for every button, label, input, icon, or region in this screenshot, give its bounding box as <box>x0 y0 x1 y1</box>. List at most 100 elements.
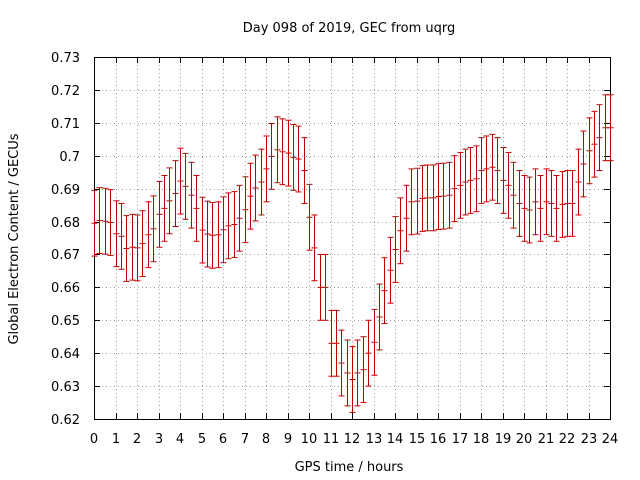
error-bar-point <box>96 187 103 254</box>
error-bar-point <box>215 201 222 269</box>
error-bar-point <box>311 214 318 282</box>
x-tick-label: 7 <box>241 432 249 447</box>
error-bar-point <box>424 164 431 232</box>
x-tick-label: 12 <box>344 432 361 447</box>
chart-title: Day 098 of 2019, GEC from uqrg <box>243 21 456 36</box>
y-tick-label: 0.66 <box>51 281 80 296</box>
x-tick-label: 1 <box>112 432 120 447</box>
error-bar-point <box>242 176 249 244</box>
x-tick-label: 23 <box>581 432 598 447</box>
y-tick-label: 0.7 <box>59 150 80 165</box>
y-axis-label: Global Electron Content / GECUs <box>7 133 22 344</box>
x-axis-label: GPS time / hours <box>295 460 404 475</box>
x-tick-label: 14 <box>387 432 404 447</box>
error-bar-point <box>274 116 281 184</box>
error-bar-point <box>559 171 566 238</box>
x-tick-label: 20 <box>516 432 533 447</box>
error-bar-point <box>139 210 146 278</box>
error-bar-point <box>220 196 227 264</box>
error-bar-point <box>473 145 480 213</box>
error-bar-point <box>457 151 464 219</box>
error-bar-point <box>462 148 469 216</box>
x-tick-label: 17 <box>452 432 469 447</box>
x-tick-label: 21 <box>538 432 555 447</box>
error-bar-point <box>414 167 421 235</box>
error-bar-point <box>118 202 125 270</box>
error-bar-point <box>172 160 179 227</box>
error-bar-point <box>397 197 404 265</box>
error-bar-point <box>580 130 587 198</box>
error-bar-point <box>263 135 270 203</box>
error-bar-point <box>392 216 399 283</box>
error-bar-point <box>193 174 200 242</box>
error-bar-point <box>354 339 361 407</box>
x-tick-label: 11 <box>323 432 340 447</box>
error-bar-point <box>381 257 388 325</box>
x-tick-label: 6 <box>219 432 227 447</box>
error-bar-point <box>290 123 297 191</box>
error-bar-point <box>403 184 410 252</box>
error-bar-point <box>365 319 372 387</box>
error-bar-point <box>338 329 345 397</box>
error-bar-point <box>123 215 130 282</box>
y-tick-label: 0.65 <box>51 314 80 329</box>
x-tick-label: 2 <box>133 432 141 447</box>
error-bar-point <box>591 110 598 178</box>
error-bar-point <box>387 236 394 304</box>
error-bar-point <box>209 201 216 269</box>
error-bars <box>91 94 614 413</box>
x-tick-label: 0 <box>90 432 98 447</box>
x-tick-label: 15 <box>409 432 426 447</box>
error-bar-point <box>548 170 555 237</box>
error-bar-point <box>188 161 195 229</box>
error-bar-point <box>129 213 136 281</box>
error-bar-point <box>451 155 458 223</box>
error-bar-point <box>607 94 614 162</box>
error-bar-point <box>510 161 517 229</box>
y-tick-label: 0.68 <box>51 216 80 231</box>
error-bar-point <box>489 133 496 201</box>
error-bar-point <box>145 201 152 269</box>
error-bar-point <box>252 154 259 222</box>
error-bar-point <box>333 309 340 377</box>
x-tick-label: 4 <box>176 432 184 447</box>
error-bar-point <box>177 147 184 215</box>
x-tick-label: 9 <box>284 432 292 447</box>
y-tick-label: 0.72 <box>51 84 80 99</box>
x-tick-label: 13 <box>366 432 383 447</box>
error-bar-point <box>446 161 453 229</box>
error-bar-point <box>553 174 560 242</box>
x-tick-label: 16 <box>430 432 447 447</box>
error-bar-point <box>258 148 265 216</box>
error-bar-point <box>322 253 329 321</box>
error-bar-point <box>247 162 254 230</box>
error-bar-point <box>102 187 109 255</box>
error-bar-point <box>204 200 211 268</box>
axis-ticks: 0 1 2 3 4 5 6 7 8 9 10 11 12 13 14 15 16 17 18 19 20 21 22 23 24… <box>51 51 618 447</box>
error-bar-point <box>569 170 576 237</box>
error-bar-point <box>483 135 490 203</box>
x-tick-label: 18 <box>473 432 490 447</box>
error-bar-point <box>376 283 383 351</box>
error-bar-point <box>166 167 173 235</box>
x-tick-label: 8 <box>262 432 270 447</box>
error-bar-point <box>295 125 302 193</box>
error-bar-point <box>494 137 501 204</box>
error-bar-point <box>268 122 275 190</box>
error-bar-point <box>478 137 485 204</box>
error-bar-point <box>596 104 603 172</box>
error-bar-point <box>113 200 120 268</box>
y-tick-label: 0.64 <box>51 347 80 362</box>
error-bar-point <box>306 183 313 251</box>
error-bar-point <box>285 119 292 187</box>
error-bar-point <box>586 117 593 185</box>
error-bar-point <box>419 165 426 232</box>
y-tick-label: 0.67 <box>51 248 80 263</box>
error-bar-point <box>521 174 528 242</box>
error-bar-point <box>543 168 550 236</box>
error-bar-point <box>532 168 539 236</box>
error-bar-point <box>161 174 168 242</box>
error-bar-point <box>344 339 351 407</box>
error-bar-point <box>467 147 474 214</box>
y-tick-label: 0.63 <box>51 380 80 395</box>
